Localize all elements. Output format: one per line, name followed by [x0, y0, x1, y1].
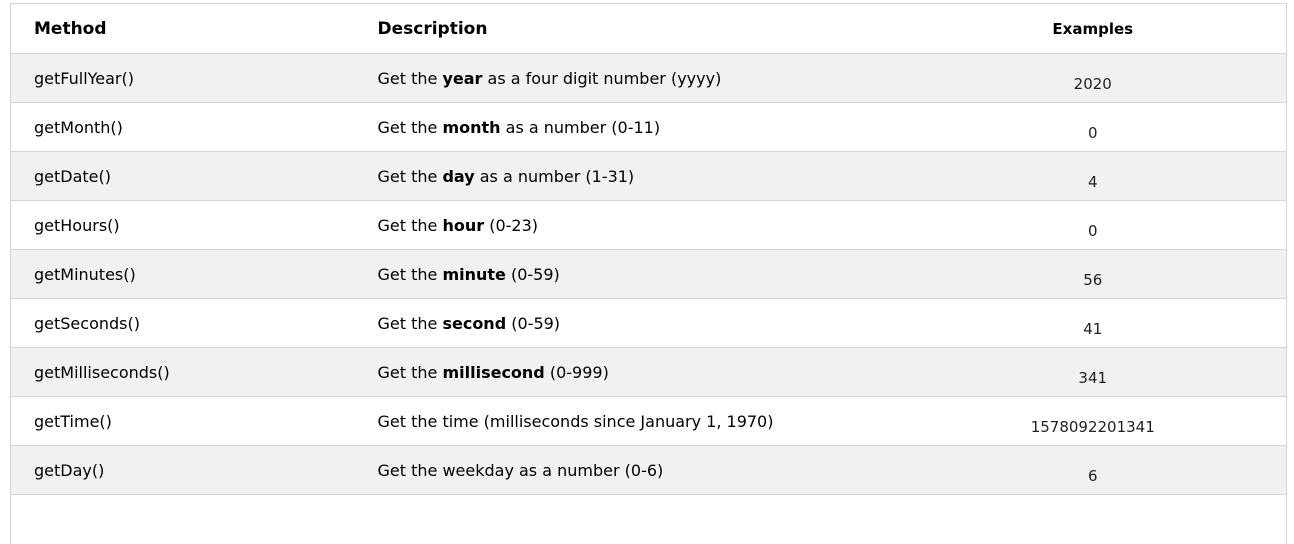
- example-cell: 4: [900, 152, 1287, 201]
- table-row: getMonth() Get the month as a number (0-…: [10, 102, 1287, 152]
- example-value: 0: [1087, 124, 1098, 142]
- header-row: Method Description Examples: [10, 3, 1287, 54]
- table-row: getHours() Get the hour (0-23) 0: [10, 200, 1287, 250]
- table-body: getFullYear() Get the year as a four dig…: [10, 53, 1287, 544]
- method-cell: getTime(): [11, 397, 366, 446]
- table-row: getMilliseconds() Get the millisecond (0…: [10, 347, 1287, 397]
- description-cell: Get the year as a four digit number (yyy…: [366, 54, 900, 103]
- example-cell: 0: [900, 103, 1287, 152]
- method-name: getHours(): [34, 215, 120, 235]
- description-text: Get the: [377, 166, 443, 186]
- description-text-after: (0-999): [544, 362, 609, 382]
- description-text: Get the: [377, 68, 443, 88]
- table-row: getFullYear() Get the year as a four dig…: [10, 53, 1287, 103]
- column-header-description: Description: [377, 18, 488, 39]
- example-value: 6: [1087, 467, 1098, 485]
- example-value: 341: [1078, 369, 1108, 387]
- description-text: Get the: [377, 117, 443, 137]
- description-bold-text: minute: [442, 264, 506, 284]
- example-value: 56: [1083, 271, 1103, 289]
- description-cell: Get the day as a number (1-31): [366, 152, 900, 201]
- partial-row: [10, 494, 1287, 544]
- description-text: Get the weekday as a number (0-6): [377, 460, 664, 480]
- table-row: getSeconds() Get the second (0-59) 41: [10, 298, 1287, 348]
- example-value: 0: [1087, 222, 1098, 240]
- method-cell: getDate(): [11, 152, 366, 201]
- method-name: getDate(): [34, 166, 111, 186]
- description-bold-text: millisecond: [442, 362, 545, 382]
- method-name: getMonth(): [34, 117, 123, 137]
- description-text-after: as a four digit number (yyyy): [482, 68, 722, 88]
- method-cell: getDay(): [11, 446, 366, 495]
- description-bold-text: month: [442, 117, 501, 137]
- method-name: getFullYear(): [34, 68, 134, 88]
- method-name: getSeconds(): [34, 313, 140, 333]
- description-text-after: as a number (0-11): [500, 117, 661, 137]
- example-value: 2020: [1073, 75, 1112, 93]
- date-methods-table: Method Description Examples getFullYear(…: [10, 3, 1287, 544]
- method-name: getMilliseconds(): [34, 362, 170, 382]
- example-cell: 0: [900, 201, 1287, 250]
- description-text: Get the: [377, 313, 443, 333]
- method-cell: getMilliseconds(): [11, 348, 366, 397]
- column-header-examples: Examples: [1052, 19, 1134, 38]
- method-name: getMinutes(): [34, 264, 136, 284]
- example-cell: 56: [900, 250, 1287, 299]
- description-text: Get the: [377, 362, 443, 382]
- example-value: 1578092201341: [1030, 418, 1155, 436]
- method-name: getTime(): [34, 411, 112, 431]
- description-text-after: (0-23): [484, 215, 539, 235]
- table-row: getDate() Get the day as a number (1-31)…: [10, 151, 1287, 201]
- description-cell: Get the millisecond (0-999): [366, 348, 900, 397]
- method-cell: getHours(): [11, 201, 366, 250]
- description-cell: Get the time (milliseconds since January…: [366, 397, 900, 446]
- example-cell: 1578092201341: [900, 397, 1287, 446]
- method-cell: getFullYear(): [11, 54, 366, 103]
- table-row: getDay() Get the weekday as a number (0-…: [10, 445, 1287, 495]
- description-text: Get the: [377, 264, 443, 284]
- example-cell: 341: [900, 348, 1287, 397]
- table-header: Method Description Examples: [10, 3, 1287, 54]
- description-bold-text: year: [442, 68, 483, 88]
- description-cell: Get the minute (0-59): [366, 250, 900, 299]
- description-text-after: as a number (1-31): [474, 166, 635, 186]
- description-text-after: (0-59): [506, 313, 561, 333]
- column-header-method: Method: [34, 18, 107, 39]
- method-cell: getMonth(): [11, 103, 366, 152]
- description-bold-text: second: [442, 313, 507, 333]
- example-cell: 41: [900, 299, 1287, 348]
- description-cell: Get the weekday as a number (0-6): [366, 446, 900, 495]
- table-row: getTime() Get the time (milliseconds sin…: [10, 396, 1287, 446]
- method-cell: getMinutes(): [11, 250, 366, 299]
- method-name: getDay(): [34, 460, 105, 480]
- description-bold-text: hour: [442, 215, 485, 235]
- example-value: 41: [1083, 320, 1103, 338]
- example-cell: 6: [900, 446, 1287, 495]
- example-cell: 2020: [900, 54, 1287, 103]
- description-bold-text: day: [442, 166, 475, 186]
- description-cell: Get the hour (0-23): [366, 201, 900, 250]
- example-value: 4: [1087, 173, 1098, 191]
- description-cell: Get the month as a number (0-11): [366, 103, 900, 152]
- table-row: getMinutes() Get the minute (0-59) 56: [10, 249, 1287, 299]
- description-cell: Get the second (0-59): [366, 299, 900, 348]
- description-text: Get the: [377, 215, 443, 235]
- method-cell: getSeconds(): [11, 299, 366, 348]
- description-text: Get the time (milliseconds since January…: [377, 411, 774, 431]
- description-text-after: (0-59): [505, 264, 560, 284]
